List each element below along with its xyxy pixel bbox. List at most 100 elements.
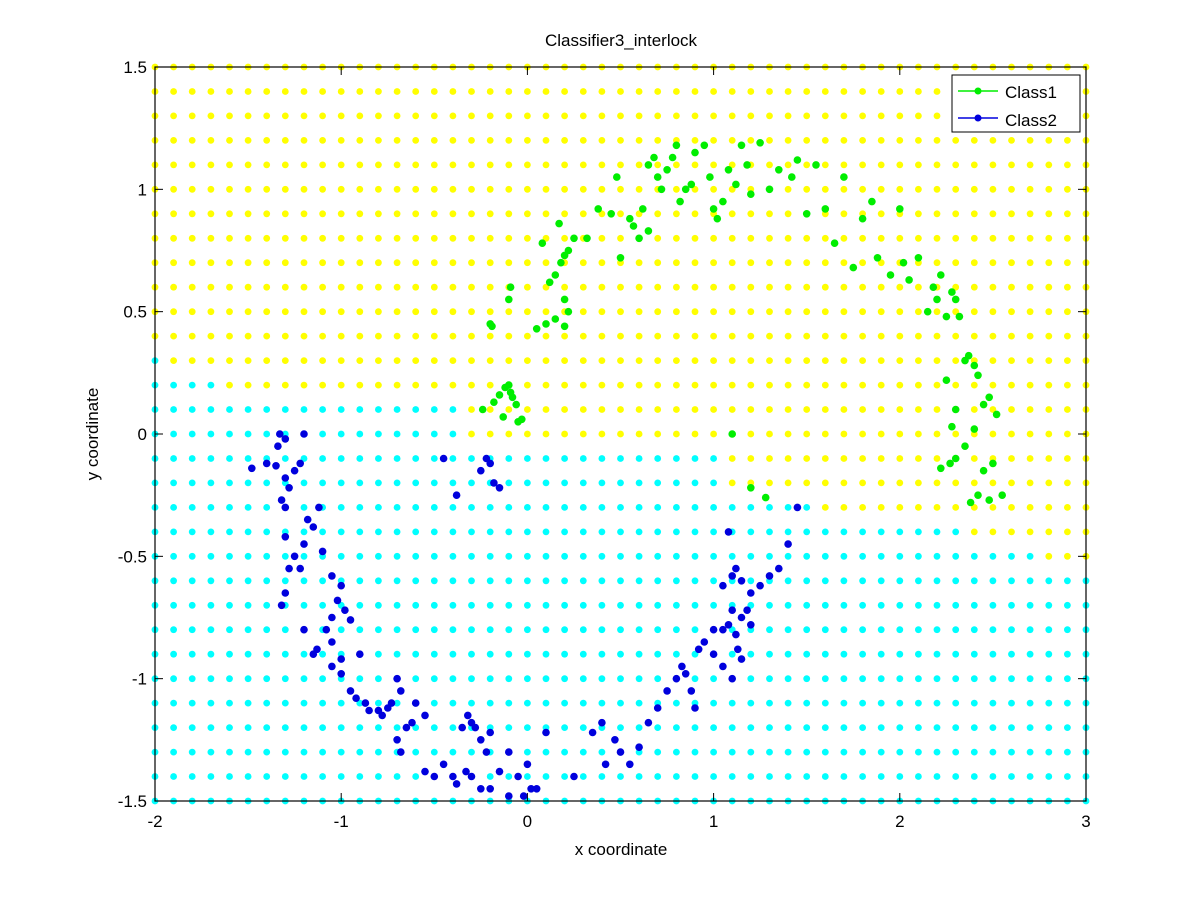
region-point-class2 — [226, 675, 233, 683]
region-point-class1 — [412, 137, 420, 144]
region-point-class1 — [1064, 504, 1071, 511]
region-point-class1 — [468, 308, 475, 316]
region-point-class1 — [319, 185, 326, 193]
region-point-class1 — [393, 88, 401, 95]
region-point-class2 — [486, 650, 494, 658]
region-point-class2 — [170, 479, 178, 487]
region-point-class1 — [915, 283, 922, 291]
region-point-class1 — [654, 210, 662, 218]
class1-point — [966, 498, 975, 507]
region-point-class1 — [319, 88, 326, 95]
region-point-class2 — [430, 699, 438, 707]
region-point-class2 — [1026, 552, 1034, 560]
region-point-class2 — [579, 552, 587, 560]
x-tick-label: 1 — [709, 812, 718, 831]
region-point-class2 — [449, 748, 457, 756]
region-point-class2 — [300, 748, 308, 756]
region-point-class1 — [300, 234, 308, 242]
region-point-class2 — [226, 528, 233, 536]
region-point-class2 — [188, 479, 196, 487]
region-point-class2 — [263, 601, 271, 609]
region-point-class2 — [449, 724, 457, 731]
region-point-class1 — [989, 381, 997, 389]
region-point-class1 — [486, 161, 494, 169]
region-point-class1 — [1045, 259, 1053, 267]
region-point-class2 — [468, 528, 475, 536]
region-point-class2 — [635, 675, 643, 683]
class1-point — [551, 271, 560, 279]
region-point-class1 — [635, 161, 643, 169]
region-point-class2 — [635, 479, 643, 487]
region-point-class1 — [319, 308, 326, 316]
region-point-class1 — [728, 210, 736, 218]
region-point-class1 — [673, 88, 680, 95]
region-point-class2 — [617, 626, 624, 634]
region-point-class2 — [635, 601, 643, 609]
class2-point — [296, 459, 305, 468]
class2-point — [337, 655, 346, 663]
region-point-class1 — [970, 332, 978, 340]
class1-point — [644, 227, 653, 235]
region-point-class1 — [896, 283, 904, 291]
region-point-class1 — [263, 161, 271, 169]
region-point-class2 — [933, 528, 941, 536]
region-point-class1 — [468, 161, 475, 169]
region-point-class1 — [877, 283, 885, 291]
class1-point — [802, 210, 811, 218]
region-point-class1 — [449, 381, 457, 389]
region-point-class2 — [468, 601, 475, 609]
region-point-class1 — [766, 406, 773, 413]
region-point-class1 — [412, 283, 420, 291]
region-point-class1 — [263, 308, 271, 316]
class1-point — [955, 312, 964, 321]
region-point-class1 — [673, 259, 680, 267]
region-point-class2 — [505, 626, 513, 634]
region-point-class2 — [635, 626, 643, 634]
region-point-class2 — [468, 675, 475, 683]
x-tick-label: 0 — [523, 812, 532, 831]
region-point-class2 — [300, 601, 308, 609]
region-point-class2 — [952, 552, 960, 560]
region-point-class1 — [561, 332, 568, 340]
region-point-class2 — [654, 724, 662, 731]
region-point-class1 — [766, 137, 773, 144]
region-point-class2 — [263, 504, 271, 511]
region-point-class1 — [654, 381, 662, 389]
region-point-class2 — [412, 406, 420, 413]
region-point-class1 — [207, 137, 215, 144]
region-point-class2 — [840, 528, 848, 536]
region-point-class2 — [319, 455, 326, 462]
class2-point — [281, 435, 290, 443]
class1-point — [961, 442, 969, 451]
region-point-class1 — [989, 332, 997, 340]
region-point-class1 — [486, 88, 494, 95]
region-point-class2 — [635, 504, 643, 511]
class2-point — [495, 767, 504, 776]
region-point-class1 — [1045, 357, 1053, 364]
region-point-class1 — [579, 308, 587, 316]
region-point-class2 — [617, 724, 624, 731]
region-point-class2 — [188, 626, 196, 634]
region-point-class1 — [1026, 455, 1034, 462]
region-point-class1 — [691, 308, 699, 316]
class2-point — [328, 613, 336, 622]
region-point-class2 — [877, 601, 885, 609]
class1-point — [687, 180, 696, 189]
region-point-class2 — [952, 577, 960, 585]
region-point-class2 — [319, 699, 326, 707]
region-point-class1 — [728, 88, 736, 95]
region-point-class2 — [356, 724, 364, 731]
region-point-class2 — [207, 430, 215, 438]
region-point-class2 — [319, 479, 326, 487]
region-point-class2 — [579, 479, 587, 487]
region-point-class2 — [617, 699, 624, 707]
region-point-class1 — [226, 210, 233, 218]
class1-point — [743, 161, 751, 169]
region-point-class2 — [989, 675, 997, 683]
region-point-class2 — [579, 773, 587, 780]
region-point-class2 — [412, 430, 420, 438]
region-point-class1 — [449, 259, 457, 267]
region-point-class2 — [430, 430, 438, 438]
region-point-class2 — [1026, 724, 1034, 731]
